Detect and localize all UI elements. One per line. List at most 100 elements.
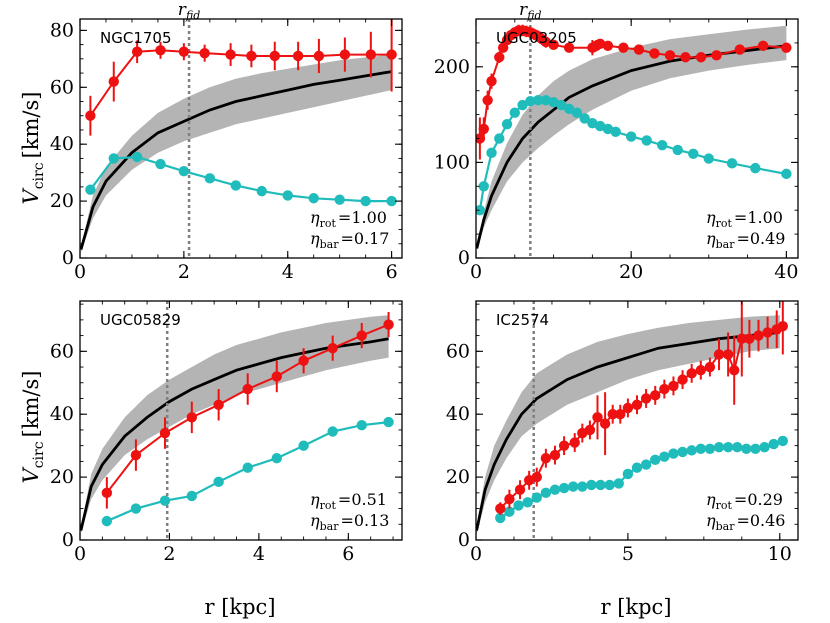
baryonic-point — [386, 195, 397, 207]
observed-point — [327, 342, 338, 354]
observed-point — [602, 40, 614, 51]
observed-point — [495, 503, 506, 514]
baryonic-point — [517, 99, 528, 111]
observed-point — [680, 52, 691, 63]
observed-point — [242, 383, 253, 395]
y-tick-label: 20 — [446, 466, 470, 488]
observed-point — [777, 320, 789, 332]
y-tick-label: 40 — [446, 403, 470, 425]
observed-point — [757, 40, 769, 51]
baryonic-point — [501, 118, 513, 130]
observed-point — [298, 355, 309, 366]
observed-point — [292, 50, 304, 62]
observed-point — [722, 349, 734, 360]
baryonic-point — [659, 451, 670, 462]
y-tick-label: 0 — [458, 247, 470, 269]
baryonic-point — [686, 445, 697, 456]
observed-point — [664, 50, 676, 61]
baryonic-point — [108, 153, 119, 164]
observed-point — [633, 44, 645, 55]
baryonic-point — [504, 506, 515, 517]
observed-point — [365, 49, 377, 60]
plot-area — [476, 19, 792, 258]
baryonic-point — [571, 107, 583, 118]
model-band — [81, 54, 392, 253]
baryonic-point — [563, 103, 575, 115]
rfid-label: rfid — [178, 0, 201, 22]
baryonic-point — [101, 515, 113, 527]
observed-point — [514, 484, 526, 495]
observed-point — [729, 364, 740, 376]
observed-point — [631, 399, 643, 410]
baryonic-point — [327, 426, 338, 437]
galaxy-name: NGC1705 — [100, 29, 172, 47]
observed-point — [695, 52, 707, 63]
baryonic-point — [130, 503, 142, 514]
observed-point — [356, 330, 367, 341]
baryonic-point — [732, 442, 743, 453]
ylabel-top: Vcirc[km/s] — [19, 92, 47, 205]
baryonic-point — [688, 148, 699, 159]
baryonic-point — [383, 416, 394, 428]
baryonic-point — [713, 442, 725, 453]
observed-point — [130, 449, 142, 461]
observed-point — [386, 49, 397, 60]
galaxy-name: UGC03205 — [496, 29, 577, 47]
baryonic-point — [476, 205, 486, 216]
observed-point — [246, 50, 257, 62]
baryonic-point — [579, 113, 590, 124]
y-tick-label: 40 — [50, 403, 74, 425]
observed-point — [213, 399, 224, 410]
baryonic-point — [282, 190, 293, 201]
baryonic-point — [478, 181, 489, 192]
baryonic-point — [356, 420, 367, 431]
eta-rot-label: ηrot =0.51 — [310, 490, 387, 512]
y-tick-label: 60 — [50, 340, 74, 362]
observed-point — [494, 52, 505, 63]
observed-point — [686, 368, 697, 379]
baryonic-point — [722, 442, 734, 453]
y-tick-label: 40 — [50, 133, 74, 155]
observed-point — [618, 42, 629, 53]
observed-point — [650, 390, 661, 401]
observed-point — [569, 437, 580, 448]
observed-point — [615, 409, 626, 420]
observed-point — [482, 95, 493, 106]
observed-point — [548, 39, 559, 51]
baryonic-point — [204, 173, 216, 184]
x-tick-label: 0 — [470, 261, 482, 283]
xlabel-left: r [kpc] — [204, 595, 275, 619]
x-tick-label: 2 — [178, 261, 190, 283]
baryonic-point — [213, 476, 224, 488]
rfid-label: rfid — [519, 0, 542, 22]
baryonic-point — [650, 454, 661, 466]
baryonic-point — [495, 512, 506, 524]
observed-point — [478, 123, 489, 135]
baryonic-point — [677, 446, 688, 458]
observed-point — [339, 49, 351, 60]
observed-point — [622, 402, 634, 414]
baryonic-point — [556, 99, 567, 111]
baryonic-point — [604, 479, 615, 491]
baryonic-point — [750, 443, 761, 455]
baryonic-point — [641, 135, 652, 146]
observed-point — [563, 42, 575, 53]
observed-point — [159, 427, 171, 439]
observed-point — [592, 412, 603, 423]
model-band — [476, 315, 780, 534]
observed-point — [753, 330, 764, 341]
observed-point — [649, 48, 660, 59]
baryonic-point — [668, 448, 679, 459]
observed-point — [736, 333, 748, 344]
baryonic-point — [586, 479, 597, 491]
baryonic-point — [486, 147, 497, 159]
baryonic-point — [703, 153, 714, 164]
baryonic-point — [695, 443, 706, 455]
observed-point — [734, 44, 746, 55]
observed-point — [155, 45, 166, 56]
baryonic-point — [549, 484, 561, 495]
observed-point — [131, 46, 143, 57]
